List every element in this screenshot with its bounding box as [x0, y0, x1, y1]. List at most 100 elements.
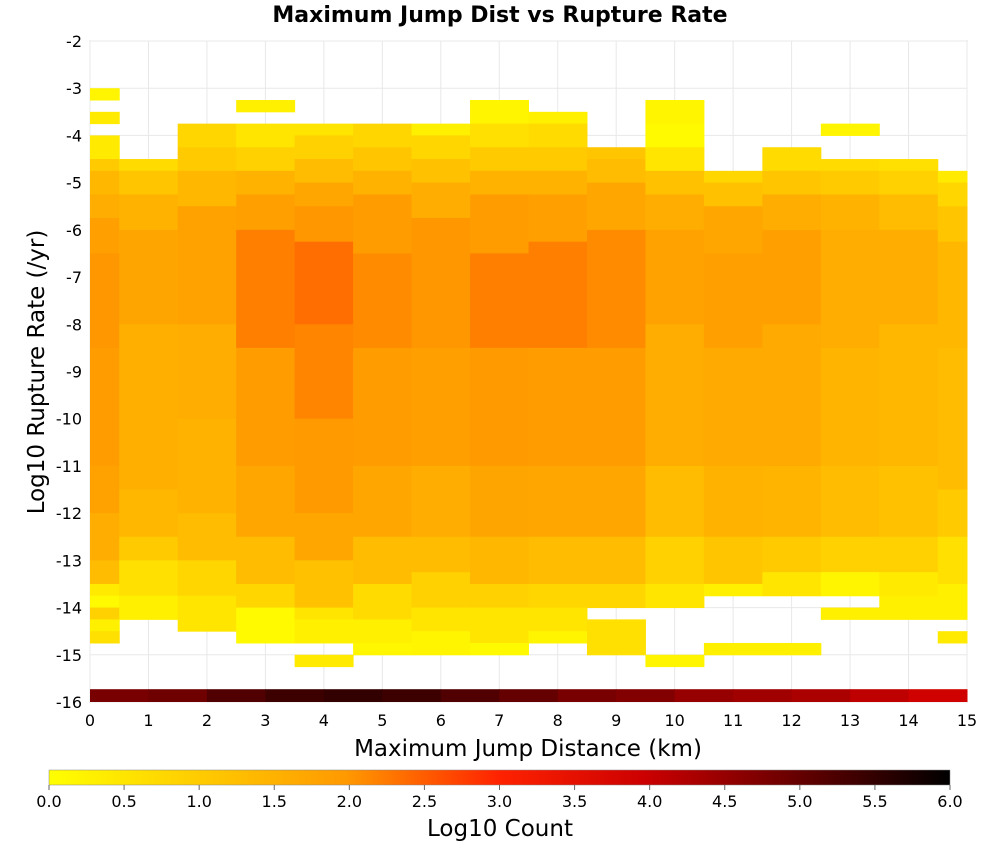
heatmap-cell: [353, 123, 413, 148]
heatmap-cell: [528, 536, 588, 585]
heatmap-cell: [411, 536, 471, 573]
bottom-band-cell: [499, 689, 559, 702]
heatmap-cell: [177, 206, 237, 325]
heatmap-cell: [879, 170, 939, 195]
colorbar-tick-label: 4.0: [637, 792, 662, 811]
heatmap-cell: [177, 513, 237, 561]
heatmap-cell: [177, 147, 237, 172]
heatmap-cell: [820, 194, 880, 231]
heatmap-cell: [353, 465, 413, 538]
y-tick-label: -3: [66, 79, 82, 98]
heatmap-cell: [703, 583, 763, 597]
heatmap-cell: [586, 347, 646, 467]
heatmap-cell: [528, 111, 588, 125]
heatmap-cell: [90, 135, 120, 160]
heatmap-cell: [236, 170, 296, 195]
heatmap-cell: [937, 241, 968, 349]
x-tick-label: 1: [143, 711, 153, 730]
heatmap-cell: [294, 607, 354, 620]
heatmap-cell: [703, 536, 763, 585]
colorbar-label: Log10 Count: [427, 816, 573, 842]
heatmap-cell: [528, 583, 588, 609]
heatmap-cell: [762, 572, 822, 597]
heatmap-cell: [294, 159, 354, 184]
heatmap-cell: [528, 170, 588, 195]
heatmap-cell: [90, 631, 120, 644]
bottom-band-cell: [850, 689, 910, 702]
heatmap-cell: [119, 324, 179, 491]
heatmap-cell: [937, 583, 968, 620]
heatmap-cell: [645, 324, 705, 467]
heatmap-cell: [236, 347, 296, 467]
heatmap-cell: [645, 170, 705, 195]
bottom-band-cell: [557, 689, 617, 702]
bottom-band-cell: [265, 689, 325, 702]
heatmap-cell: [294, 619, 354, 644]
y-tick-label: -12: [56, 504, 82, 523]
bottom-band-cell: [323, 689, 383, 702]
bottom-band-cell: [90, 689, 149, 702]
heatmap-cell: [119, 170, 179, 195]
heatmap-cell: [90, 347, 120, 467]
y-tick-label: -15: [56, 646, 82, 665]
x-tick-label: 13: [840, 711, 860, 730]
heatmap-cell: [353, 619, 413, 644]
x-tick-label: 5: [377, 711, 387, 730]
heatmap-cell: [820, 159, 880, 172]
heatmap-cell: [703, 182, 763, 207]
x-tick-label: 0: [85, 711, 95, 730]
heatmap-cell: [528, 631, 588, 644]
heatmap-cell: [90, 513, 120, 561]
heatmap-cell: [294, 513, 354, 561]
heatmap-cell: [470, 465, 529, 538]
y-tick-label: -2: [66, 32, 82, 51]
heatmap-cell: [470, 194, 529, 254]
y-tick-label: -4: [66, 126, 82, 145]
heatmap-cell: [470, 607, 529, 644]
heatmap-cell: [762, 536, 822, 573]
heatmap-cell: [353, 583, 413, 620]
heatmap-cell: [470, 170, 529, 195]
heatmap-cell: [90, 194, 120, 219]
heatmap-cell: [119, 159, 179, 172]
heatmap-cell: [236, 147, 296, 172]
heatmap-cell: [762, 465, 822, 538]
y-tick-label: -5: [66, 174, 82, 193]
heatmap-cell: [937, 206, 968, 243]
heatmap-cell: [119, 229, 179, 325]
heatmap-cell: [470, 253, 529, 349]
heatmap-cell: [879, 595, 939, 620]
heatmap-cell: [294, 123, 354, 136]
colorbar-tick-label: 0.0: [36, 792, 61, 811]
heatmap-cell: [236, 536, 296, 585]
heatmap-cell: [470, 583, 529, 609]
heatmap-cell: [411, 631, 471, 656]
heatmap-cell: [879, 194, 939, 231]
heatmap-cell: [90, 607, 120, 620]
heatmap-cell: [586, 465, 646, 538]
heatmap-cell: [236, 194, 296, 231]
heatmap-cell: [411, 347, 471, 467]
heatmap-cell: [937, 536, 968, 585]
heatmap-cell: [528, 241, 588, 349]
heatmap-cell: [645, 194, 705, 231]
bottom-band-cell: [616, 689, 676, 702]
heatmap-cell: [586, 631, 646, 656]
heatmap-cell: [177, 418, 237, 514]
x-tick-label: 7: [494, 711, 504, 730]
bottom-band-cell: [908, 689, 968, 702]
heatmap-cell: [528, 347, 588, 467]
heatmap-cell: [528, 123, 588, 148]
heatmap-cell: [177, 560, 237, 597]
x-tick-label: 8: [553, 711, 563, 730]
heatmap-cell: [937, 170, 968, 184]
heatmap-cell: [820, 123, 880, 136]
heatmap-cell: [294, 182, 354, 207]
heatmap-cell: [294, 654, 354, 668]
heatmap-cell: [90, 253, 120, 349]
colorbar: [48, 769, 951, 786]
heatmap-cell: [586, 159, 646, 184]
colorbar-tick-label: 2.0: [337, 792, 362, 811]
bottom-band-cell: [206, 689, 266, 702]
heatmap-cell: [411, 123, 471, 136]
